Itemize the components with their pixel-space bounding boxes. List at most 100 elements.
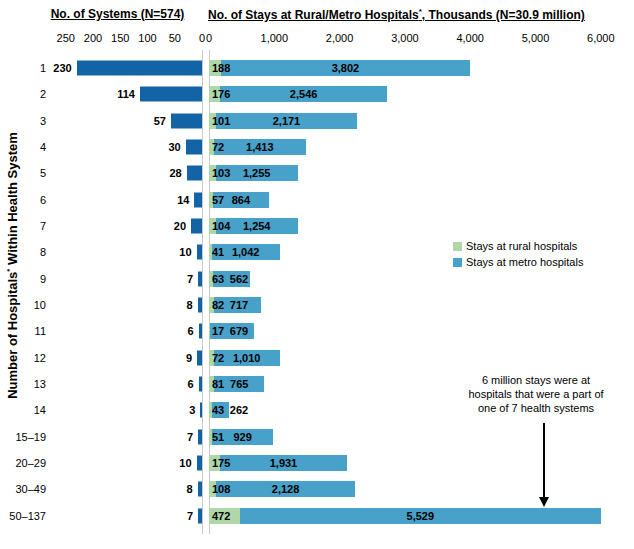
chart-row: 7201041,254: [0, 213, 634, 239]
systems-bar-area: 230: [46, 55, 202, 81]
rural-value-label: 41: [212, 246, 224, 258]
systems-value-label: 7: [187, 510, 193, 522]
systems-bar: [77, 61, 202, 76]
rural-value-label: 63: [212, 273, 224, 285]
systems-value-label: 114: [117, 88, 135, 100]
left-chart-title-text: No. of Systems (N=574): [51, 7, 185, 21]
right-chart-title: No. of Stays at Rural/Metro Hospitals*, …: [208, 7, 585, 22]
systems-bar: [198, 429, 202, 444]
category-label: 10: [0, 292, 46, 318]
annotation-arrow-line: [543, 423, 545, 497]
rural-value-label: 108: [212, 483, 230, 495]
rural-value-label: 43: [212, 404, 224, 416]
legend-label-metro: Stays at metro hospitals: [466, 256, 583, 268]
category-label: 11: [0, 318, 46, 344]
systems-bar: [199, 324, 202, 339]
systems-bar: [200, 403, 202, 418]
right-axis-tick-label: 1,000: [252, 32, 296, 44]
category-label: 12: [0, 345, 46, 371]
right-axis-tick-label: 0: [187, 32, 231, 44]
metro-value-label: 1,042: [232, 246, 260, 258]
stays-bar-area: 176 2,546: [209, 81, 634, 107]
right-chart-title-text: No. of Stays at Rural/Metro Hospitals: [208, 8, 419, 22]
rural-value-label: 72: [212, 141, 224, 153]
systems-bar: [198, 298, 202, 313]
legend-item-metro: Stays at metro hospitals: [453, 254, 583, 270]
systems-value-label: 57: [154, 115, 166, 127]
systems-bar-area: 30: [46, 134, 202, 160]
legend-label-rural: Stays at rural hospitals: [466, 240, 577, 252]
systems-bar: [191, 219, 202, 234]
systems-value-label: 9: [186, 352, 192, 364]
rural-value-label: 104: [212, 220, 230, 232]
rural-value-label: 472: [212, 510, 230, 522]
metro-value-label: 1,255: [243, 167, 271, 179]
category-label: 3: [0, 108, 46, 134]
right-chart-title-suffix: , Thousands (N=30.9 million): [422, 8, 585, 22]
category-label: 4: [0, 134, 46, 160]
systems-value-label: 20: [174, 220, 186, 232]
systems-value-label: 10: [179, 246, 191, 258]
dual-bar-chart-figure: No. of Systems (N=574) No. of Stays at R…: [0, 0, 634, 549]
chart-row: 11617679: [0, 318, 634, 344]
systems-bar: [198, 482, 202, 497]
systems-bar-area: 14: [46, 187, 202, 213]
left-chart-title: No. of Systems (N=574): [30, 7, 205, 21]
stays-bar-area: 1012,171: [209, 108, 634, 134]
right-axis-tick-label: 5,000: [514, 32, 558, 44]
category-label: 2: [0, 81, 46, 107]
systems-bar-area: 7: [46, 266, 202, 292]
rural-value-label: 17: [212, 325, 224, 337]
chart-row: 20–29101751,931: [0, 450, 634, 476]
rural-value-label: 82: [212, 299, 224, 311]
category-label: 50–137: [0, 503, 46, 529]
metro-value-label: 2,546: [290, 88, 318, 100]
metro-value-label: 864: [232, 194, 250, 206]
metro-value-label: 3,802: [332, 62, 360, 74]
systems-bar-area: 9: [46, 345, 202, 371]
rural-value-label: 103: [212, 167, 230, 179]
category-label: 6: [0, 187, 46, 213]
systems-bar: [197, 350, 202, 365]
metro-value-label: 5,529: [407, 510, 435, 522]
systems-bar-area: 114: [46, 81, 202, 107]
stays-bar-area: 472 5,529: [209, 503, 634, 529]
systems-bar: [198, 271, 202, 286]
right-axis-tick-label: 6,000: [579, 32, 623, 44]
systems-value-label: 30: [168, 141, 180, 153]
systems-value-label: 10: [179, 457, 191, 469]
category-label: 30–49: [0, 476, 46, 502]
systems-bar-area: 20: [46, 213, 202, 239]
rural-value-label: 175: [212, 457, 230, 469]
stays-bar-area: 17679: [209, 318, 634, 344]
chart-row: 15–19751929: [0, 424, 634, 450]
metro-value-label: 1,413: [246, 141, 274, 153]
stays-bar-area: 82717: [209, 292, 634, 318]
rural-value-label: 51: [212, 431, 224, 443]
metro-value-label: 562: [230, 273, 248, 285]
rural-value-label: 72: [212, 352, 224, 364]
category-label: 8: [0, 239, 46, 265]
rural-legend-swatch-icon: [453, 242, 462, 251]
chart-row: 3 57 1012,171: [0, 108, 634, 134]
category-label: 1: [0, 55, 46, 81]
chart-rows: 12301883,80221141762,5463571012,17143072…: [0, 55, 634, 529]
rural-value-label: 188: [212, 62, 230, 74]
legend-item-rural: Stays at rural hospitals: [453, 238, 583, 254]
systems-bar: [194, 192, 202, 207]
systems-value-label: 3: [189, 404, 195, 416]
systems-bar: [171, 113, 202, 128]
rural-value-label: 176: [212, 88, 230, 100]
systems-value-label: 6: [188, 378, 194, 390]
systems-bar-area: 8: [46, 292, 202, 318]
stays-bar-area: 57864: [209, 187, 634, 213]
annotation-text: 6 million stays were at hospitals that w…: [436, 373, 634, 415]
systems-bar-area: 57: [46, 108, 202, 134]
metro-value-label: 262: [230, 404, 248, 416]
systems-value-label: 7: [187, 273, 193, 285]
stays-bar-area: 51929: [209, 424, 634, 450]
chart-row: 2 114 176 2,546: [0, 81, 634, 107]
category-label: 9: [0, 266, 46, 292]
chart-row: 614 57864: [0, 187, 634, 213]
category-label: 14: [0, 397, 46, 423]
